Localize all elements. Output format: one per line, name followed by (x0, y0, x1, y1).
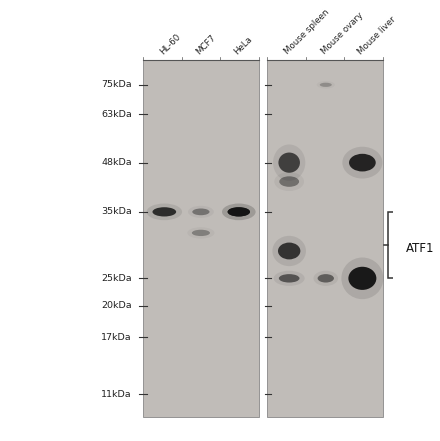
Ellipse shape (342, 147, 382, 179)
Text: 20kDa: 20kDa (101, 301, 132, 310)
Text: Mouse ovary: Mouse ovary (319, 11, 365, 56)
Ellipse shape (222, 204, 256, 220)
Ellipse shape (153, 207, 176, 217)
Text: HL-60: HL-60 (158, 32, 182, 56)
Ellipse shape (341, 258, 383, 299)
Ellipse shape (274, 172, 304, 191)
Ellipse shape (222, 204, 256, 220)
Ellipse shape (227, 207, 250, 217)
Text: 75kDa: 75kDa (101, 80, 132, 89)
Ellipse shape (274, 271, 304, 286)
Ellipse shape (318, 274, 334, 283)
Ellipse shape (278, 243, 301, 259)
Text: MCF7: MCF7 (194, 33, 218, 56)
Ellipse shape (279, 176, 299, 187)
Ellipse shape (279, 153, 300, 173)
Ellipse shape (273, 145, 305, 181)
Text: HeLa: HeLa (232, 34, 254, 56)
Ellipse shape (192, 230, 210, 236)
Ellipse shape (314, 271, 338, 286)
Text: 63kDa: 63kDa (101, 110, 132, 119)
Ellipse shape (348, 267, 376, 290)
Text: Mouse spleen: Mouse spleen (283, 8, 331, 56)
Text: 11kDa: 11kDa (101, 389, 132, 399)
Text: 25kDa: 25kDa (101, 274, 132, 283)
Text: Mouse liver: Mouse liver (356, 15, 397, 56)
Text: 48kDa: 48kDa (101, 158, 132, 167)
Ellipse shape (320, 83, 332, 87)
Text: 35kDa: 35kDa (101, 207, 132, 217)
Ellipse shape (279, 274, 300, 283)
Bar (267, 60, 383, 417)
Ellipse shape (192, 209, 209, 215)
Text: ATF1: ATF1 (405, 243, 434, 255)
Text: 17kDa: 17kDa (101, 333, 132, 342)
Ellipse shape (147, 204, 182, 220)
Ellipse shape (227, 207, 250, 217)
Bar (143, 60, 259, 417)
Ellipse shape (272, 236, 306, 266)
Ellipse shape (349, 154, 376, 172)
